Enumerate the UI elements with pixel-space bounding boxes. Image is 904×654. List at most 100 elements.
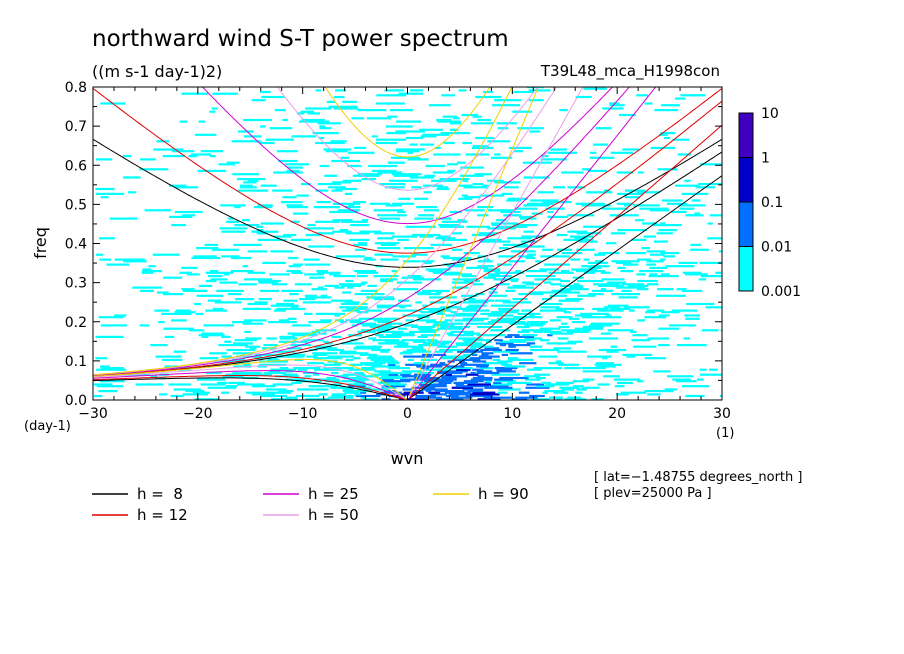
- heat-cell: [460, 166, 484, 169]
- heat-cell: [669, 324, 696, 327]
- heat-cell: [477, 255, 487, 258]
- heat-cell: [266, 388, 287, 391]
- heat-cell: [449, 210, 463, 214]
- heat-cell: [646, 309, 665, 312]
- heat-cell: [492, 358, 501, 361]
- heat-cell: [657, 168, 678, 171]
- heat-cell: [487, 140, 511, 143]
- x-axis: −30 −20 −10 0 10 20 30: [78, 87, 731, 422]
- heat-cell: [123, 155, 131, 158]
- heat-cell: [228, 381, 245, 384]
- heat-cell: [313, 378, 340, 381]
- heat-cell: [214, 301, 242, 304]
- heat-cell: [523, 204, 550, 207]
- heat-cell: [333, 275, 356, 278]
- heat-cell: [472, 146, 494, 149]
- heat-cell: [483, 385, 489, 388]
- heat-cell: [286, 169, 300, 172]
- heat-cell: [472, 183, 483, 186]
- heat-cell: [315, 312, 345, 315]
- heat-cell: [316, 201, 331, 204]
- heat-cell: [631, 238, 647, 241]
- heat-cell: [494, 367, 518, 370]
- heat-cell: [637, 279, 658, 283]
- heat-cell: [465, 348, 479, 352]
- heat-cell: [646, 250, 666, 253]
- heat-cell: [454, 319, 485, 322]
- chart-title: northward wind S-T power spectrum: [92, 26, 509, 52]
- heat-cell: [463, 186, 488, 189]
- heat-cell: [277, 150, 298, 153]
- heat-cell: [597, 383, 610, 386]
- heat-cell: [423, 191, 432, 194]
- heat-cell: [555, 291, 580, 294]
- heat-cell: [455, 385, 484, 388]
- heat-cell: [95, 335, 124, 338]
- heat-cell: [239, 184, 253, 187]
- heat-cell: [109, 217, 138, 220]
- heat-cell: [378, 381, 401, 384]
- heat-cell: [526, 383, 545, 386]
- heat-cell: [436, 312, 445, 315]
- heat-cell: [477, 118, 491, 122]
- heat-cell: [393, 288, 419, 291]
- heat-cell: [391, 156, 421, 159]
- heat-cell: [320, 294, 327, 297]
- heat-cell: [557, 248, 573, 251]
- heat-cell: [441, 376, 457, 380]
- heat-cell: [168, 383, 191, 386]
- heat-cell: [656, 294, 686, 297]
- heat-cell: [403, 355, 434, 358]
- heat-cell: [190, 153, 211, 156]
- heat-cell: [515, 396, 538, 399]
- heat-cell: [226, 161, 240, 164]
- heat-cell: [219, 227, 248, 230]
- heat-cell: [207, 386, 237, 389]
- heat-cell: [632, 334, 648, 337]
- heat-cell: [479, 194, 505, 197]
- heat-cell: [371, 365, 400, 368]
- heat-cell: [403, 247, 434, 250]
- heat-cell: [476, 370, 493, 373]
- heat-cell: [335, 187, 358, 191]
- curve-h12-mrg: [93, 100, 722, 377]
- heat-cell: [507, 197, 528, 200]
- heat-cell: [318, 393, 328, 396]
- heat-cell: [247, 271, 266, 274]
- heat-cell: [357, 271, 379, 274]
- heat-cell: [174, 311, 196, 314]
- heat-cell: [663, 255, 676, 258]
- heat-cell: [498, 255, 516, 258]
- heat-cell: [391, 332, 415, 335]
- heat-cell: [541, 381, 552, 384]
- heat-cell: [498, 388, 521, 391]
- heat-cell: [251, 99, 266, 102]
- heat-cell: [374, 253, 393, 256]
- heat-cell: [381, 380, 411, 383]
- heat-cell: [445, 314, 474, 317]
- heat-cell: [720, 329, 722, 332]
- heat-cell: [399, 352, 413, 355]
- heat-cell: [380, 258, 399, 261]
- heat-cell: [401, 370, 423, 373]
- heat-cell: [274, 109, 286, 112]
- heat-cell: [586, 191, 613, 194]
- heat-cell: [404, 304, 412, 307]
- heat-cell: [299, 120, 330, 123]
- heat-cell: [345, 232, 370, 235]
- colorbar-swatch: [738, 157, 754, 203]
- heat-cell: [194, 302, 201, 306]
- heat-cell: [387, 362, 400, 365]
- heat-cell: [100, 365, 110, 368]
- heat-cell: [521, 235, 542, 238]
- heat-cell: [209, 352, 227, 355]
- y-tick-label: 0.3: [65, 276, 87, 292]
- heat-cell: [540, 306, 560, 309]
- heat-cell: [531, 212, 543, 215]
- heat-cell: [285, 163, 309, 166]
- heat-cell: [437, 327, 464, 330]
- heat-cell: [324, 284, 339, 287]
- heat-cell: [440, 306, 462, 309]
- heat-cell: [477, 265, 495, 268]
- heat-cell: [269, 127, 293, 130]
